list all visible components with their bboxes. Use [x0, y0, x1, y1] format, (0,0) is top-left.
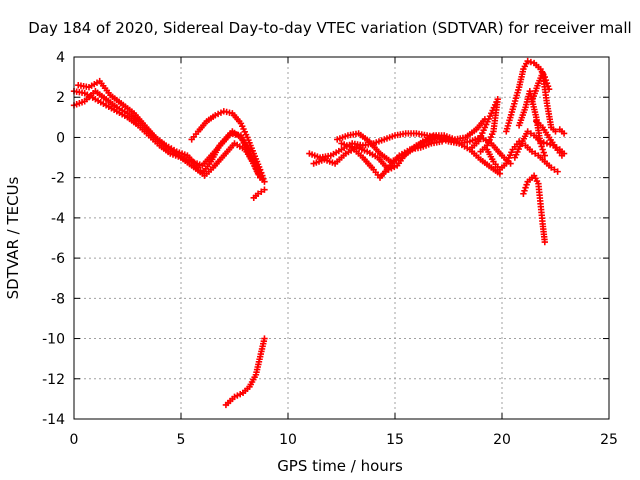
data-point — [560, 130, 568, 137]
data-point — [259, 172, 266, 179]
data-point — [477, 148, 484, 155]
series-arc-6 — [250, 186, 268, 201]
data-point — [524, 57, 531, 65]
data-point — [254, 190, 262, 197]
data-point — [260, 175, 267, 182]
y-tick-label: -10 — [42, 332, 65, 348]
data-point — [258, 188, 265, 195]
data-point — [523, 181, 530, 188]
data-point — [543, 140, 551, 147]
series-arc-13 — [503, 57, 553, 135]
data-point — [438, 138, 446, 145]
chart-title: Day 184 of 2020, Sidereal Day-to-day VTE… — [28, 19, 631, 37]
series-arc-18 — [533, 118, 566, 159]
grid — [74, 57, 609, 419]
y-tick-label: -2 — [51, 171, 65, 187]
data-point — [527, 130, 535, 137]
y-tick-label: -4 — [51, 211, 65, 227]
series-arc-15 — [520, 172, 548, 246]
data-point — [540, 139, 547, 146]
x-tick-label: 10 — [279, 432, 297, 448]
y-tick-label: 0 — [56, 130, 65, 146]
x-tick-label: 20 — [493, 432, 511, 448]
x-tick-labels: 0 5 10 15 20 25 — [70, 57, 618, 448]
y-tick-label: -6 — [51, 251, 65, 267]
x-tick-label: 25 — [600, 432, 618, 448]
series-arc-17 — [515, 87, 548, 159]
x-tick-label: 15 — [386, 432, 404, 448]
data-points — [70, 57, 568, 409]
data-point — [537, 140, 544, 147]
data-point — [538, 143, 545, 150]
y-tick-label: -8 — [51, 291, 65, 307]
data-point — [524, 128, 531, 135]
data-point — [522, 184, 529, 191]
data-point — [541, 152, 548, 159]
data-point — [520, 190, 527, 197]
x-tick-label: 0 — [70, 432, 79, 448]
data-point — [548, 164, 555, 171]
series-arc-9 — [334, 116, 489, 165]
data-point — [554, 168, 561, 175]
data-point — [531, 150, 539, 157]
series-arc-12 — [483, 138, 561, 175]
data-point — [261, 178, 268, 185]
data-point — [256, 166, 264, 173]
data-point — [540, 149, 547, 156]
y-tick-label: 4 — [56, 50, 65, 66]
plot-frame — [73, 56, 610, 420]
data-point — [527, 58, 535, 66]
data-point — [258, 169, 265, 176]
series-arc-5 — [222, 335, 268, 409]
y-tick-labels: -14 -12 -10 -8 -6 -4 -2 0 2 4 — [42, 50, 609, 428]
y-axis-label: SDTVAR / TECUs — [4, 176, 22, 299]
series-arc-8 — [310, 134, 514, 173]
y-tick-label: -14 — [42, 412, 65, 428]
data-point — [558, 152, 566, 159]
data-point — [539, 146, 546, 153]
series-arc-11 — [468, 96, 501, 155]
y-tick-label: 2 — [56, 90, 65, 106]
series-arc-3 — [75, 77, 264, 181]
series-arc-10 — [338, 138, 446, 181]
y-tick-label: -12 — [42, 372, 65, 388]
data-point — [261, 335, 268, 342]
data-point — [551, 166, 558, 173]
x-tick-label: 5 — [177, 432, 186, 448]
x-axis-label: GPS time / hours — [277, 457, 403, 475]
data-point — [541, 238, 548, 246]
data-point — [528, 148, 536, 155]
data-point — [552, 128, 559, 135]
data-point — [521, 187, 528, 194]
data-point — [261, 186, 268, 193]
series-arc-4 — [188, 108, 268, 185]
